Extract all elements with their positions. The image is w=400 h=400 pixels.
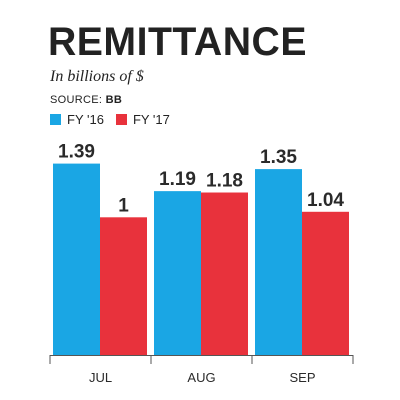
data-label-jul-series-0: 1.39 bbox=[58, 142, 95, 163]
chart-subtitle: In billions of $ bbox=[50, 68, 144, 85]
x-tick-label-sep: SEP bbox=[289, 370, 315, 385]
source-line: SOURCE: BB bbox=[50, 94, 122, 106]
x-tick-label-jul: JUL bbox=[89, 370, 112, 385]
bar-jul-series-0 bbox=[53, 163, 100, 355]
legend-swatch-fy17 bbox=[115, 114, 127, 125]
bar-aug-series-0 bbox=[154, 191, 201, 355]
data-label-jul-series-1: 1 bbox=[118, 195, 129, 216]
data-label-aug-series-0: 1.19 bbox=[159, 169, 196, 190]
legend-swatch-fy16 bbox=[50, 114, 61, 125]
legend-label-fy17: FY '17 bbox=[132, 112, 170, 127]
x-tick-label-aug: AUG bbox=[187, 370, 215, 385]
legend: FY '16 FY '17 bbox=[50, 112, 182, 127]
bar-jul-series-1 bbox=[100, 217, 147, 355]
bar-sep-series-1 bbox=[302, 211, 349, 355]
legend-item-fy16: FY '16 bbox=[50, 112, 104, 127]
data-label-aug-series-1: 1.18 bbox=[206, 171, 243, 192]
bar-sep-series-0 bbox=[255, 169, 302, 355]
data-label-sep-series-0: 1.35 bbox=[260, 147, 297, 168]
data-label-sep-series-1: 1.04 bbox=[307, 190, 344, 211]
legend-label-fy16: FY '16 bbox=[67, 112, 104, 127]
legend-item-fy17: FY '17 bbox=[115, 112, 170, 127]
chart-title: REMITTANCE bbox=[48, 20, 307, 64]
bar-aug-series-1 bbox=[201, 192, 248, 355]
source-label: SOURCE: bbox=[50, 94, 103, 106]
source-value: BB bbox=[105, 94, 123, 106]
